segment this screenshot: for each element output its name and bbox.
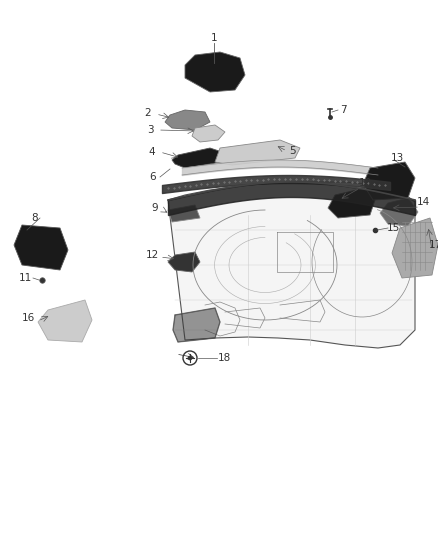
Text: 9: 9 xyxy=(152,203,158,213)
Polygon shape xyxy=(38,300,92,342)
Text: 10: 10 xyxy=(358,178,371,188)
Text: 15: 15 xyxy=(386,223,399,233)
Polygon shape xyxy=(363,162,415,200)
Polygon shape xyxy=(392,218,438,278)
Text: 11: 11 xyxy=(18,273,32,283)
Polygon shape xyxy=(192,125,225,142)
Text: 14: 14 xyxy=(417,197,430,207)
Text: 6: 6 xyxy=(150,172,156,182)
Text: 7: 7 xyxy=(340,105,346,115)
Text: 3: 3 xyxy=(147,125,153,135)
Polygon shape xyxy=(165,110,210,130)
Text: 13: 13 xyxy=(390,153,404,163)
Polygon shape xyxy=(168,182,415,348)
Polygon shape xyxy=(173,308,220,342)
Text: 8: 8 xyxy=(32,213,38,223)
Polygon shape xyxy=(380,198,418,226)
Text: 4: 4 xyxy=(148,147,155,157)
Polygon shape xyxy=(168,252,200,272)
Polygon shape xyxy=(328,188,375,218)
Circle shape xyxy=(188,356,192,360)
Text: 1: 1 xyxy=(211,33,217,43)
Text: 5: 5 xyxy=(289,146,295,156)
Polygon shape xyxy=(168,205,200,222)
Text: 12: 12 xyxy=(145,250,159,260)
Text: 18: 18 xyxy=(217,353,231,363)
Polygon shape xyxy=(185,52,245,92)
Polygon shape xyxy=(14,225,68,270)
Text: 2: 2 xyxy=(145,108,151,118)
Text: 16: 16 xyxy=(21,313,35,323)
Text: 17: 17 xyxy=(428,240,438,250)
Polygon shape xyxy=(172,148,225,168)
Polygon shape xyxy=(215,140,300,165)
